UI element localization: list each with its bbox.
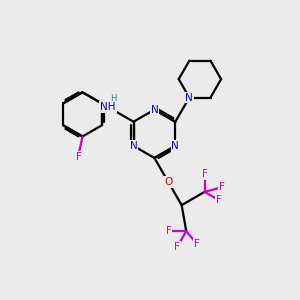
Text: N: N: [185, 92, 193, 103]
Text: F: F: [166, 226, 172, 236]
Text: O: O: [164, 177, 172, 187]
Text: F: F: [219, 182, 225, 192]
Text: N: N: [172, 141, 179, 151]
Text: N: N: [130, 141, 137, 151]
Text: NH: NH: [100, 102, 116, 112]
Text: N: N: [151, 105, 158, 115]
Text: F: F: [194, 238, 200, 249]
Text: F: F: [175, 242, 180, 251]
Text: H: H: [110, 94, 116, 103]
Text: F: F: [216, 195, 222, 205]
Text: F: F: [76, 152, 82, 162]
Text: F: F: [202, 169, 208, 179]
